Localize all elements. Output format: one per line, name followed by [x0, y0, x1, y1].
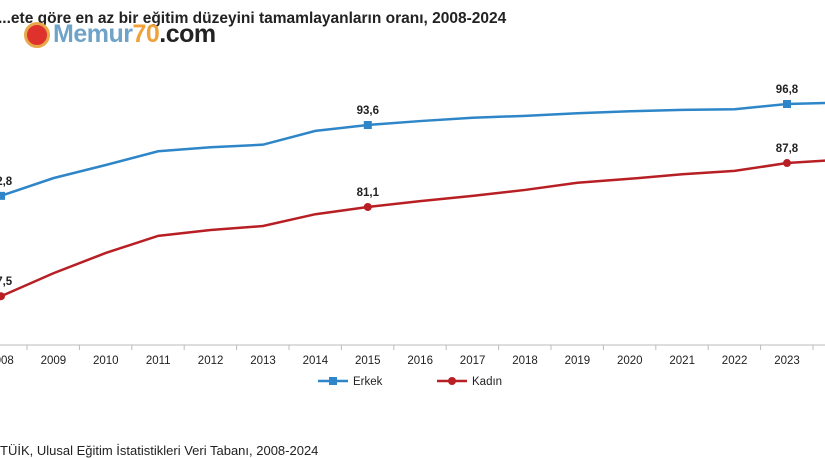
source-note: TÜİK, Ulusal Eğitim İstatistikleri Veri …: [0, 443, 319, 458]
data-point: [0, 191, 5, 200]
legend-marker: [329, 377, 337, 385]
x-tick-label: 2020: [617, 355, 643, 367]
legend-label-erkek: Erkek: [353, 376, 383, 388]
legend-label-kadın: Kadın: [472, 376, 502, 388]
data-label: 87,8: [776, 143, 799, 155]
x-tick-label: 2013: [250, 355, 276, 367]
data-label: 67,5: [0, 276, 13, 288]
x-tick-label: 2010: [93, 355, 119, 367]
data-point: [783, 100, 791, 109]
logo-icon: [24, 21, 50, 48]
x-tick-label: 2011: [146, 355, 171, 367]
data-point: [783, 159, 791, 168]
x-tick-label: 2009: [41, 355, 67, 367]
x-tick-label: 2021: [669, 355, 695, 367]
chart-title: ...ete göre en az bir eğitim düzeyini ta…: [0, 10, 507, 27]
data-label: 82,8: [0, 176, 13, 188]
x-tick-label: 2014: [303, 355, 329, 367]
x-tick-label: 2023: [774, 355, 800, 367]
data-point: [0, 292, 5, 301]
x-tick-label: 2015: [355, 355, 381, 367]
x-tick-label: 2019: [565, 355, 591, 367]
data-point: [363, 203, 372, 211]
legend-marker: [448, 377, 456, 385]
series-line-erkek: [0, 101, 825, 198]
line-chart: 2008 2009 2010 2011 2012 2013 2014 2015 2016 2017…: [0, 84, 825, 388]
data-label: 81,1: [357, 187, 380, 199]
x-tick-label: 2017: [460, 355, 486, 367]
x-tick-label: 2016: [407, 355, 433, 367]
x-tick-label: 2012: [198, 355, 224, 367]
x-tick-label: 2018: [512, 355, 538, 367]
data-label: 93,6: [357, 105, 379, 117]
data-point: [363, 121, 372, 129]
x-tick-label: 2008: [0, 355, 14, 367]
x-tick-label: 2022: [722, 355, 748, 367]
series-line-kadın: [0, 159, 825, 298]
watermark-logo: Memur70.com: [24, 20, 216, 49]
data-label: 96,8: [776, 84, 799, 96]
